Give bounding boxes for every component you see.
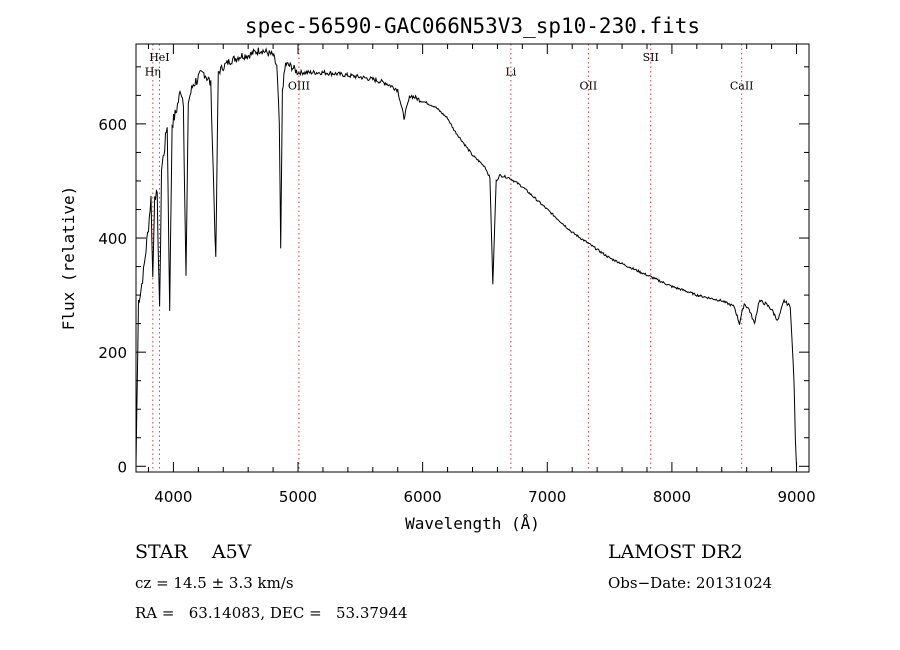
y-tick-label: 0 (117, 458, 127, 476)
x-tick-label: 8000 (653, 488, 691, 506)
reference-line-label: Hη (145, 65, 161, 78)
reference-line-label: OIII (288, 80, 310, 93)
redshift-text: cz = 14.5 ± 3.3 km/s (135, 574, 294, 592)
x-tick-label: 4000 (154, 488, 192, 506)
survey-name: LAMOST DR2 (608, 541, 743, 563)
y-tick-label: 200 (98, 344, 127, 362)
coordinates-text: RA = 63.14083, DEC = 53.37944 (135, 604, 408, 622)
reference-line-label: CaII (730, 80, 754, 93)
y-tick-label: 600 (98, 116, 127, 134)
x-tick-label: 6000 (404, 488, 442, 506)
y-axis-label: Flux (relative) (59, 186, 78, 331)
reference-line-label: Li (505, 65, 516, 78)
x-tick-label: 7000 (528, 488, 566, 506)
spectral-subclass: A5V (211, 541, 252, 563)
reference-line-label: OII (580, 80, 598, 93)
object-class: STAR A5V (135, 541, 251, 563)
x-axis-label: Wavelength (Å) (405, 514, 540, 533)
class-label: STAR (135, 541, 188, 563)
spectrum-line (135, 47, 797, 467)
y-tick-label: 400 (98, 230, 127, 248)
chart-title: spec-56590-GAC066N53V3_sp10-230.fits (245, 14, 700, 38)
plot-frame (135, 43, 810, 473)
reference-line-label: SII (643, 51, 659, 64)
obs-date-text: Obs−Date: 20131024 (608, 574, 773, 592)
x-tick-label: 5000 (279, 488, 317, 506)
x-tick-label: 9000 (777, 488, 815, 506)
reference-line-label: HeI (149, 51, 169, 64)
